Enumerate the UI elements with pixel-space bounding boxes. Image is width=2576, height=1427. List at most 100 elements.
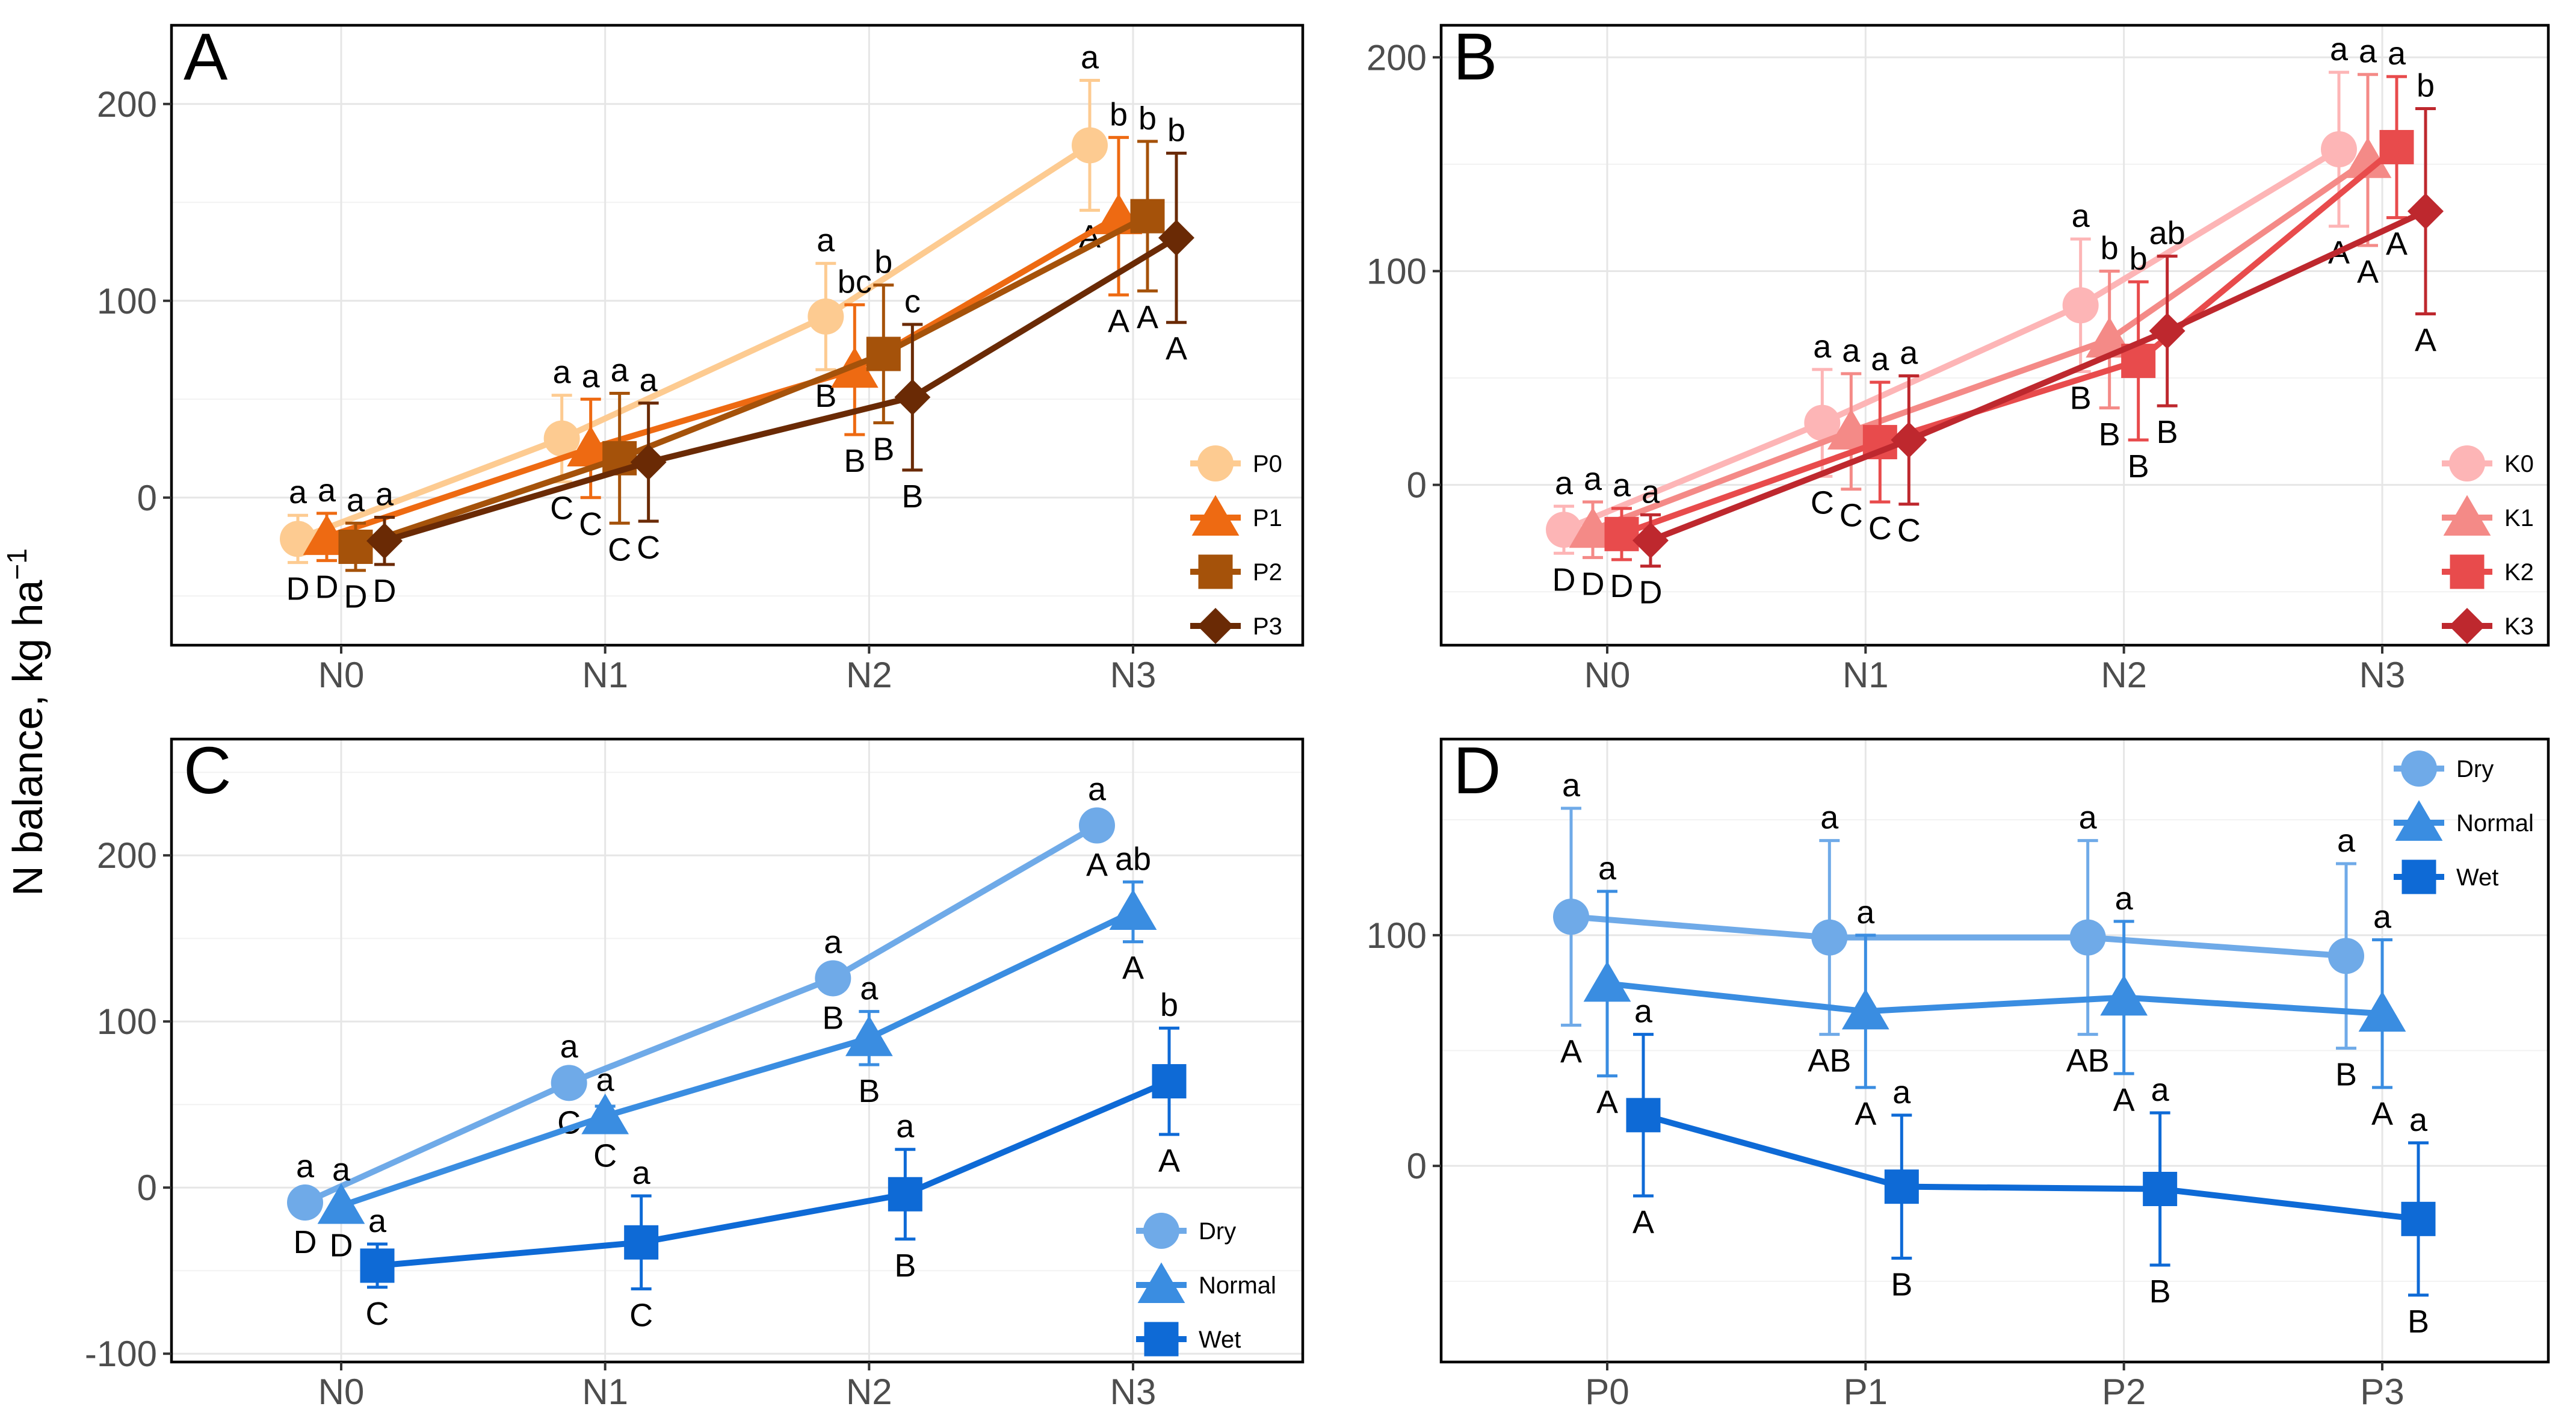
significance-letter-lower-case: b — [1110, 96, 1128, 132]
significance-letter-upper-case: B — [2070, 380, 2092, 416]
significance-letter-upper-case: C — [550, 491, 573, 527]
legend-label: K0 — [2504, 451, 2534, 477]
data-point — [630, 444, 667, 480]
significance-letter-lower-case: a — [1598, 850, 1617, 887]
x-tick-label: N3 — [2359, 655, 2406, 695]
y-tick-label: 0 — [1407, 465, 1427, 506]
data-point — [2401, 1201, 2436, 1236]
y-tick-label: 0 — [1407, 1146, 1427, 1186]
panel-label: C — [184, 734, 231, 808]
series-line — [326, 213, 1120, 540]
x-tick-label: N2 — [846, 655, 892, 695]
significance-letter-upper-case: A — [2357, 254, 2379, 290]
significance-letter-upper-case: B — [894, 1248, 916, 1284]
legend-key-marker — [2395, 800, 2443, 841]
series-dry: a Aa AB a AB a B — [1553, 767, 2364, 1093]
significance-letter-lower-case: b — [1167, 113, 1185, 149]
series-line — [297, 143, 1092, 542]
x-tick-label: N1 — [582, 655, 628, 695]
significance-letter-upper-case: A — [1632, 1204, 1654, 1240]
legend-label: Normal — [2456, 810, 2534, 837]
legend-label: Wet — [1199, 1326, 1241, 1353]
panel-a: a Da Ca Ba Aa Da Cbc Bb Aa Da Cb Bb Aa Da Cc Bb A 0 100 200… — [97, 20, 1305, 695]
significance-letter-lower-case: a — [2359, 34, 2377, 70]
legend-key-marker — [1197, 445, 1234, 481]
y-tick-label: 100 — [1367, 915, 1427, 956]
data-point — [317, 1183, 365, 1224]
data-point — [808, 298, 844, 335]
significance-letter-lower-case: a — [1892, 1074, 1911, 1110]
data-point — [1884, 1169, 1919, 1204]
y-axis-title-superscript: −1 — [1, 548, 32, 580]
data-point — [815, 960, 851, 997]
significance-letter-upper-case: A — [1158, 1143, 1180, 1179]
data-point — [1158, 220, 1194, 256]
significance-letter-upper-case: B — [815, 378, 836, 414]
series-line — [377, 1078, 1170, 1269]
x-tick-label: N2 — [846, 1372, 892, 1412]
significance-letter-lower-case: a — [1820, 800, 1839, 836]
data-point — [1553, 899, 1589, 935]
panel-frame — [1439, 737, 2550, 1364]
panel-label: B — [1453, 20, 1497, 94]
significance-letter-upper-case: A — [1855, 1096, 1876, 1132]
significance-letter-lower-case: a — [1088, 771, 1107, 807]
significance-letter-lower-case: a — [1900, 335, 1918, 371]
y-axis-title-text: N balance, kg ha — [4, 580, 51, 896]
legend-key-marker — [2449, 445, 2485, 481]
significance-letter-upper-case: C — [637, 530, 660, 566]
panel-frame — [1439, 23, 2550, 647]
data-point — [1804, 404, 1841, 441]
significance-letter-lower-case: a — [2409, 1102, 2428, 1138]
series-line — [1649, 208, 2427, 543]
significance-letter-upper-case: A — [1137, 299, 1158, 335]
data-point — [1130, 199, 1165, 234]
legend-label: P3 — [1253, 613, 1282, 640]
x-tick-label: P0 — [1585, 1372, 1629, 1412]
significance-letter-lower-case: a — [1813, 329, 1832, 365]
significance-letter-upper-case: B — [844, 443, 865, 479]
y-tick-label: 0 — [137, 478, 157, 518]
significance-letter-upper-case: C — [1839, 498, 1863, 534]
significance-letter-upper-case: A — [1166, 331, 1187, 367]
series-line — [1592, 157, 2370, 533]
data-point — [287, 1184, 323, 1221]
x-tick-label: N0 — [318, 655, 365, 695]
significance-letter-upper-case: B — [2335, 1057, 2357, 1093]
significance-letter-upper-case: A — [1108, 303, 1129, 339]
data-point — [2062, 287, 2099, 324]
significance-letter-upper-case: D — [1639, 575, 1663, 611]
significance-letter-upper-case: B — [2149, 1274, 2171, 1310]
significance-letter-upper-case: D — [315, 569, 339, 605]
significance-letter-lower-case: a — [347, 482, 365, 518]
significance-letter-lower-case: a — [1081, 40, 1099, 76]
significance-letter-lower-case: b — [874, 244, 892, 280]
x-tick-label: P2 — [2102, 1372, 2146, 1412]
legend-label: K2 — [2504, 559, 2534, 586]
legend-label: Wet — [2456, 864, 2498, 891]
data-point — [1626, 1098, 1661, 1133]
legend-key-marker — [1137, 1262, 1185, 1303]
x-tick-label: N0 — [1584, 655, 1631, 695]
significance-letter-upper-case: D — [1552, 562, 1576, 598]
legend-label: Dry — [2456, 756, 2494, 782]
significance-letter-upper-case: C — [1811, 484, 1834, 521]
significance-letter-lower-case: a — [2079, 800, 2098, 836]
series-line — [303, 823, 1099, 1206]
significance-letter-upper-case: B — [1891, 1267, 1912, 1303]
legend-key-marker — [2443, 495, 2491, 536]
series-line — [1642, 1112, 2419, 1222]
y-axis-title: N balance, kg ha−1 — [1, 548, 51, 896]
y-tick-label: -100 — [85, 1334, 157, 1374]
significance-letter-upper-case: C — [366, 1296, 389, 1332]
legend-key-marker — [1191, 495, 1240, 536]
legend-label: K1 — [2504, 505, 2534, 531]
significance-letter-lower-case: a — [1871, 341, 1889, 377]
series-p3: a Da Cc Bb A — [366, 113, 1194, 609]
